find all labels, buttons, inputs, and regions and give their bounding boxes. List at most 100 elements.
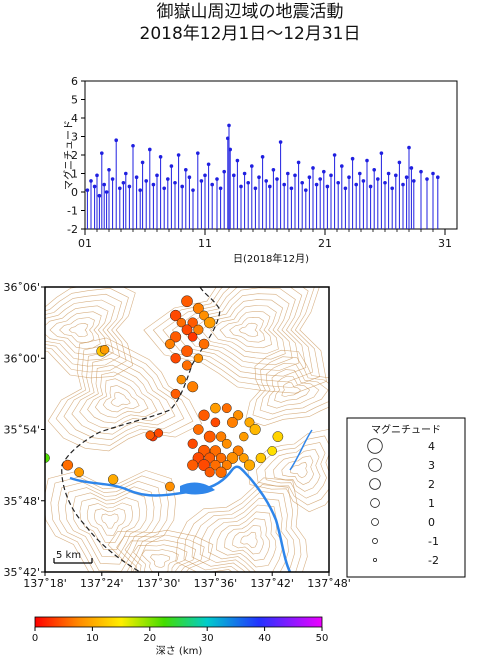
event-point — [296, 160, 301, 165]
contour-line — [224, 518, 271, 561]
event-point — [322, 169, 326, 174]
event-point — [144, 179, 148, 183]
x-tick-label: 01 — [78, 237, 92, 250]
contour-line — [141, 549, 179, 572]
event-point — [166, 177, 170, 181]
event-point — [158, 155, 163, 159]
event-point — [222, 169, 226, 174]
contour-line — [183, 484, 302, 572]
event-point — [227, 123, 231, 128]
epicenter — [203, 316, 216, 329]
contour-line — [175, 477, 308, 572]
event-point — [386, 171, 391, 176]
lon-tick-label: 137˚36' — [194, 577, 238, 590]
contour-line — [232, 525, 264, 555]
epicenter — [107, 474, 119, 485]
colorbar-tick-label: 30 — [201, 633, 214, 644]
event-point — [127, 184, 132, 189]
event-point — [289, 186, 294, 191]
y-tick-label: 0 — [71, 186, 78, 199]
contour-line — [94, 378, 149, 418]
epicenter — [99, 345, 110, 355]
epicenter — [215, 466, 227, 478]
epicenter — [165, 481, 175, 492]
epicenter — [239, 453, 249, 463]
epicenter — [239, 431, 249, 442]
x-tick-label: 11 — [198, 237, 212, 250]
contour-line — [47, 337, 203, 452]
event-point — [239, 184, 243, 189]
scale-bar-label: 5 km — [56, 550, 81, 561]
event-point — [203, 173, 207, 178]
lon-tick-label: 137˚42' — [250, 577, 294, 590]
event-point — [347, 175, 351, 179]
lon-tick-label: 137˚48' — [307, 577, 351, 590]
legend-box — [346, 417, 466, 578]
epicenter — [204, 467, 215, 478]
epicenter — [145, 430, 155, 440]
event-point — [425, 177, 429, 181]
event-point — [383, 180, 387, 185]
epicenter — [243, 459, 256, 471]
event-point — [329, 173, 333, 178]
contour-line — [256, 435, 329, 506]
event-point — [260, 155, 265, 159]
contour-line — [107, 529, 214, 572]
legend-symbol — [369, 478, 381, 490]
contour-line — [281, 382, 301, 397]
event-point — [138, 188, 142, 192]
event-point — [148, 147, 152, 152]
event-point — [318, 177, 323, 181]
contour-line — [110, 391, 131, 407]
legend-symbol — [370, 498, 380, 508]
event-point — [169, 164, 174, 168]
contour-line — [191, 491, 296, 572]
event-point — [293, 173, 297, 178]
x-tick-label: 21 — [318, 237, 332, 250]
contour-line — [264, 442, 327, 499]
y-tick-label: 2 — [71, 149, 78, 162]
contour-line — [229, 316, 266, 343]
event-point — [436, 175, 440, 179]
epicenter — [221, 460, 232, 471]
epicenter — [176, 317, 187, 328]
event-point — [184, 168, 188, 172]
event-point — [307, 175, 312, 179]
event-point — [350, 156, 355, 161]
contour-line — [59, 317, 95, 343]
contour-line — [45, 293, 123, 367]
legend-label: 1 — [428, 497, 435, 510]
y-tick-label: 1 — [71, 168, 78, 181]
x-axis-label: 日(2018年12月) — [233, 252, 309, 265]
event-point — [89, 179, 93, 183]
event-point — [407, 145, 411, 150]
magnitude-legend: マグニチュード 4 3 2 1 0 -1 -2 — [346, 417, 466, 578]
contour-line — [274, 375, 311, 403]
contour-line — [281, 455, 315, 485]
contour-line — [55, 344, 194, 446]
y-axis-label: マグニチュード — [62, 120, 75, 190]
legend-label: 0 — [428, 516, 435, 529]
event-point — [218, 186, 223, 191]
epicenter — [210, 402, 221, 414]
contour-line — [150, 554, 171, 568]
event-point — [250, 164, 254, 168]
y-tick-label: -2 — [67, 223, 78, 236]
lat-tick-label: 36˚06' — [3, 281, 40, 294]
contour-line — [199, 497, 289, 572]
contour-line — [133, 544, 188, 572]
epicenter — [170, 353, 181, 364]
river-line — [289, 429, 313, 471]
chart-title-line2: 2018年12月1日〜12月31日 — [139, 24, 361, 44]
lat-tick-label: 36˚00' — [3, 352, 40, 365]
contour-line — [64, 486, 155, 565]
contour-line — [45, 299, 116, 361]
lon-tick-label: 137˚30' — [137, 577, 181, 590]
event-point — [368, 184, 373, 189]
event-point — [180, 184, 184, 189]
epicenter — [181, 360, 193, 371]
contour-line — [124, 539, 197, 572]
epicenter — [193, 324, 204, 335]
epicenter — [176, 374, 187, 385]
event-point — [325, 184, 330, 189]
